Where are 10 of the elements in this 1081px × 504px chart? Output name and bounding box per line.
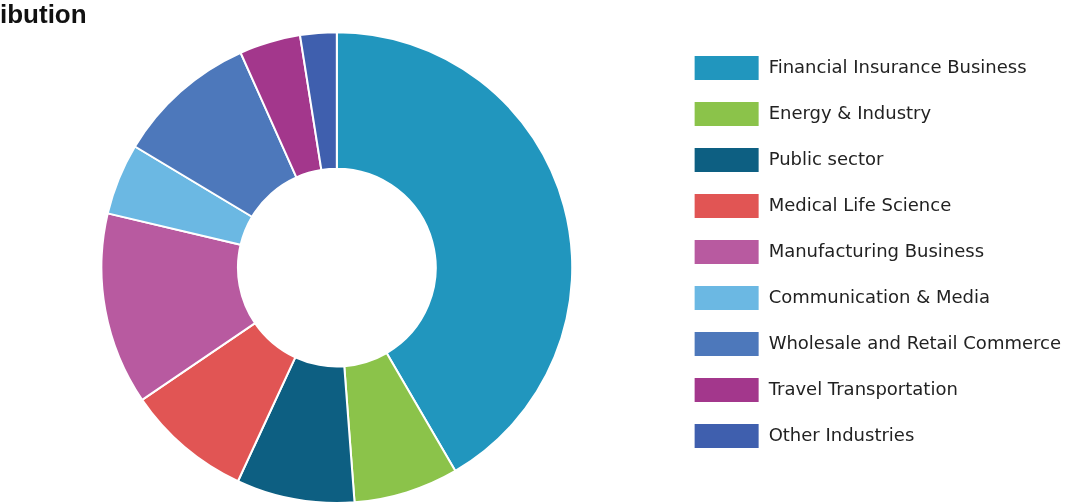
legend-label: Wholesale and Retail Commerce bbox=[768, 331, 1062, 353]
legend-label: Manufacturing Business bbox=[768, 239, 985, 261]
chart-title: ibution bbox=[0, 0, 87, 29]
legend-label: Other Industries bbox=[768, 423, 915, 445]
legend-label: Public sector bbox=[768, 147, 885, 169]
legend-label: Energy & Industry bbox=[768, 101, 932, 123]
legend-label: Medical Life Science bbox=[768, 193, 952, 215]
legend-label: Communication & Media bbox=[768, 285, 991, 307]
legend-label: Travel Transportation bbox=[767, 377, 958, 399]
legend-label: Financial Insurance Business bbox=[768, 55, 1027, 77]
